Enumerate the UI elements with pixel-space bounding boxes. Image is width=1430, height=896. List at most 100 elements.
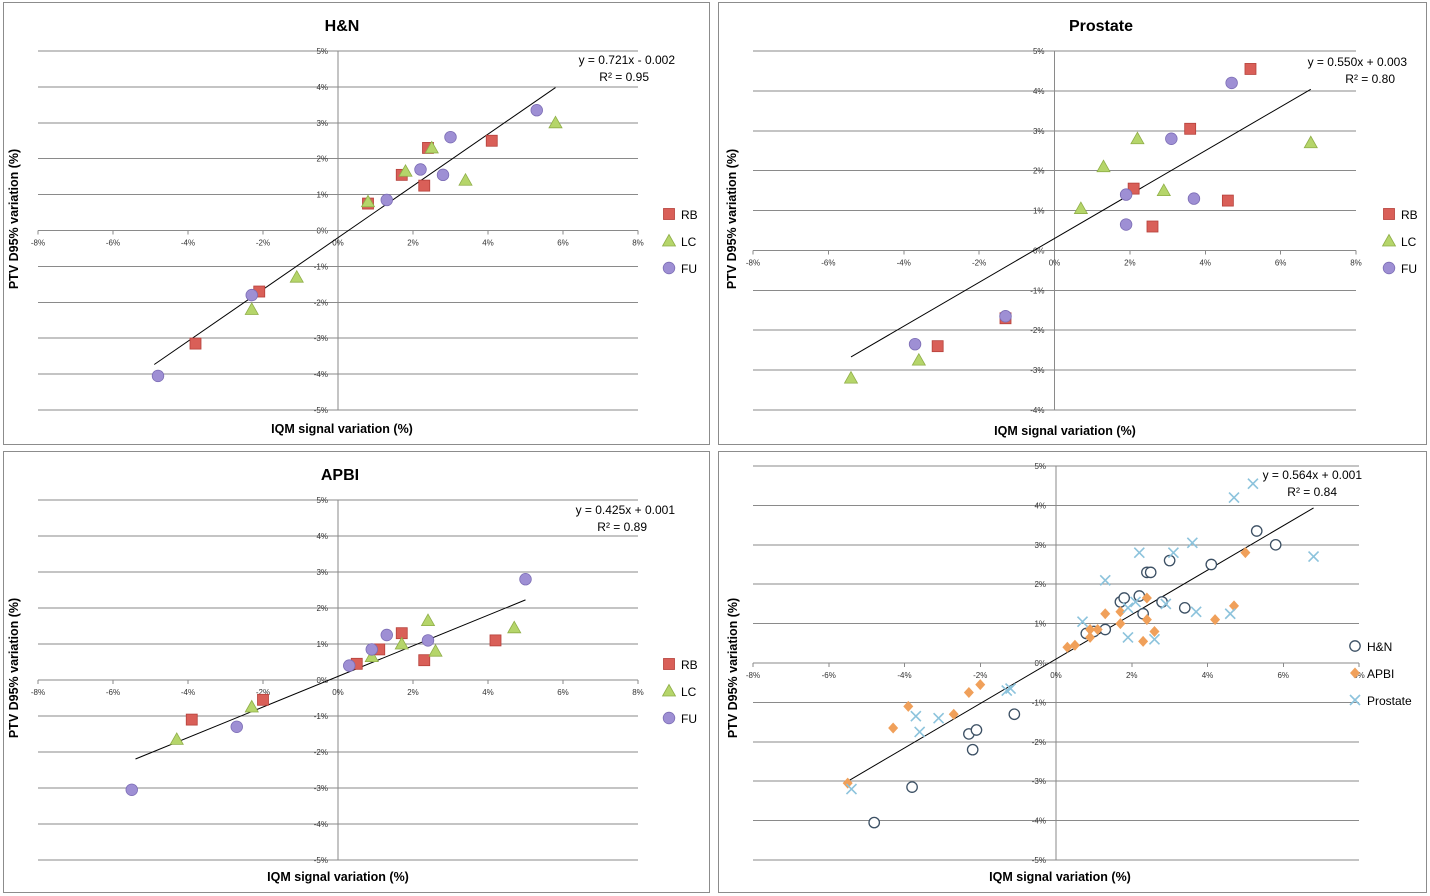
x-axis-label: IQM signal variation (%) <box>994 424 1136 438</box>
x-tick-label: 0% <box>1050 671 1062 680</box>
legend-marker-lc <box>661 683 677 697</box>
data-point-lc <box>1156 183 1171 197</box>
data-point-lc <box>1073 201 1089 214</box>
data-point-fu <box>421 634 435 647</box>
legend-label-rb: RB <box>681 658 698 672</box>
data-point-h-n <box>1118 592 1131 604</box>
x-tick-label: 2% <box>1126 671 1138 680</box>
y-tick-label: -2% <box>1030 326 1044 335</box>
data-point-prostate <box>1122 602 1134 614</box>
data-point-prostate <box>1186 537 1198 549</box>
trendline-equation: y = 0.550x + 0.003 <box>1308 55 1408 69</box>
data-point-apbi <box>1149 625 1160 637</box>
legend-marker-prostate <box>1349 694 1361 706</box>
x-tick-label: 2% <box>407 688 419 697</box>
y-tick-label: -5% <box>314 856 328 865</box>
x-tick-label: -8% <box>31 688 45 697</box>
data-point-rb <box>1184 122 1197 135</box>
y-tick-label: 3% <box>1034 541 1046 550</box>
legend-marker-rb <box>1383 208 1395 220</box>
x-tick-label: 0% <box>332 688 344 697</box>
y-tick-label: -2% <box>1032 738 1046 747</box>
trendline <box>847 507 1314 782</box>
y-tick-label: -5% <box>1032 856 1046 865</box>
legend-marker-fu <box>662 711 676 725</box>
y-tick-label: -1% <box>314 712 328 721</box>
data-point-fu <box>999 310 1012 323</box>
data-point-lc <box>843 370 859 384</box>
data-point-fu <box>230 720 243 734</box>
data-point-prostate <box>914 726 926 738</box>
data-point-rb <box>1221 194 1234 207</box>
y-axis-label: PTV D95% variation (%) <box>7 149 21 289</box>
data-point-apbi <box>1115 606 1126 618</box>
x-axis-label: IQM signal variation (%) <box>989 870 1131 884</box>
data-point-rb <box>489 634 502 647</box>
y-tick-label: 1% <box>1034 620 1046 629</box>
data-point-h-n <box>1144 566 1157 579</box>
data-point-prostate <box>1129 596 1142 608</box>
data-point-h-n <box>1133 590 1146 602</box>
data-point-prostate <box>1167 547 1179 559</box>
legend-marker-rb <box>663 208 675 220</box>
x-tick-label: -4% <box>897 258 911 267</box>
x-tick-label: -6% <box>106 239 120 248</box>
legend-label-apbi: APBI <box>1367 667 1394 681</box>
data-point-apbi <box>1240 547 1251 559</box>
legend-marker-fu <box>662 261 676 275</box>
r-squared-label: R² = 0.80 <box>1345 72 1395 86</box>
trendline-equation: y = 0.425x + 0.001 <box>576 503 676 517</box>
y-tick-label: 2% <box>316 155 328 164</box>
y-tick-label: -4% <box>314 370 328 379</box>
data-point-lc <box>1130 131 1145 145</box>
data-point-fu <box>519 572 532 586</box>
x-tick-label: 4% <box>482 688 494 697</box>
data-point-fu <box>380 193 393 207</box>
x-tick-label: 6% <box>557 688 569 697</box>
data-point-fu <box>436 168 450 182</box>
data-point-prostate <box>1190 606 1202 618</box>
data-point-prostate <box>910 710 922 722</box>
data-point-fu <box>444 130 457 144</box>
data-point-lc <box>364 649 379 663</box>
x-tick-label: 6% <box>557 239 569 248</box>
data-point-apbi <box>903 700 914 712</box>
data-point-prostate <box>1228 491 1240 504</box>
x-tick-label: -4% <box>897 671 911 680</box>
x-tick-label: 0% <box>1049 258 1061 267</box>
y-tick-label: 2% <box>1033 167 1045 176</box>
legend-marker-apbi <box>1350 667 1360 679</box>
data-point-fu <box>908 337 922 351</box>
y-tick-label: -4% <box>314 820 328 829</box>
x-tick-label: -6% <box>106 688 120 697</box>
data-point-prostate <box>1099 574 1111 586</box>
y-tick-label: 1% <box>316 191 328 200</box>
x-tick-label: -6% <box>821 258 835 267</box>
data-point-h-n <box>1205 558 1218 571</box>
data-point-prostate <box>1307 551 1320 563</box>
x-axis-label: IQM signal variation (%) <box>267 870 409 884</box>
data-point-prostate <box>1160 598 1172 610</box>
chart-hn: 5%4%3%2%1%0%-1%-2%-3%-4%-5%-8% -6% -4% -2% 0… <box>7 18 698 436</box>
legend-marker-rb <box>663 658 675 670</box>
data-point-apbi <box>1100 608 1111 620</box>
x-tick-label: 8% <box>632 688 644 697</box>
r-squared-label: R² = 0.84 <box>1287 485 1337 499</box>
chart-title: H&N <box>325 18 360 35</box>
legend-label-prostate: Prostate <box>1367 694 1412 708</box>
y-tick-label: 3% <box>1033 127 1045 136</box>
data-point-lc <box>244 302 259 315</box>
data-point-apbi <box>1138 635 1149 647</box>
y-tick-label: -3% <box>314 334 328 343</box>
y-tick-label: -2% <box>314 748 328 757</box>
x-tick-label: 2% <box>1124 258 1136 267</box>
y-tick-label: -1% <box>1030 286 1044 295</box>
data-point-lc <box>244 699 259 713</box>
x-tick-label: 8% <box>1350 258 1362 267</box>
data-point-fu <box>1119 218 1133 231</box>
y-tick-label: -1% <box>1032 698 1046 707</box>
x-tick-label: 2% <box>407 239 419 248</box>
trendline <box>153 87 556 365</box>
data-point-lc <box>424 140 439 154</box>
trendline <box>135 599 526 760</box>
